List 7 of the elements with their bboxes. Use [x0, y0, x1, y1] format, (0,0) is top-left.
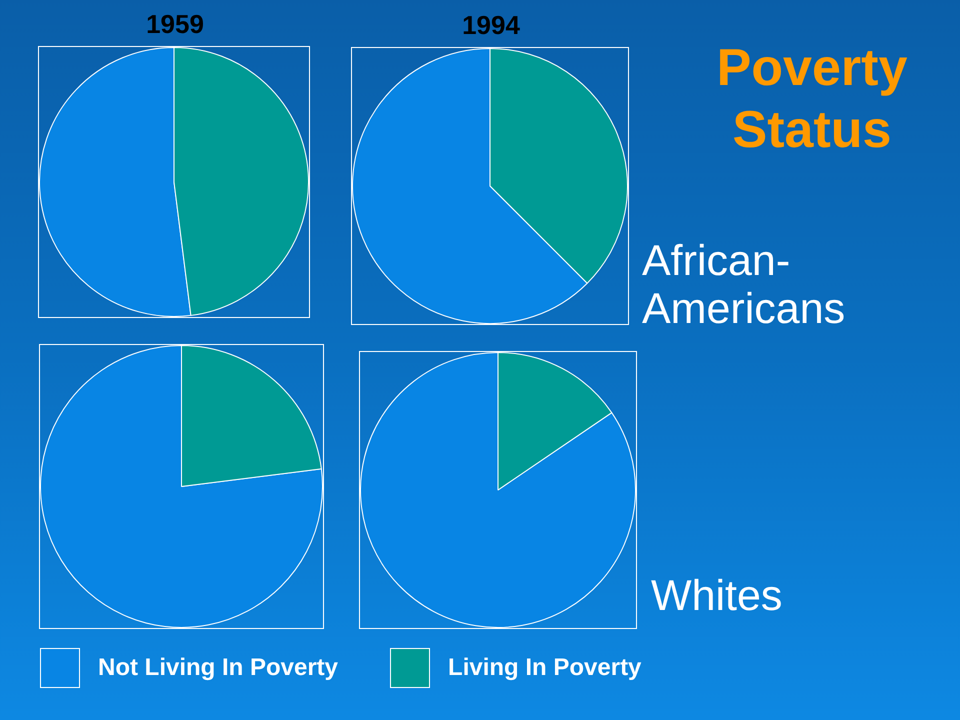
legend-label: Not Living In Poverty — [98, 654, 338, 682]
legend-label: Living In Poverty — [448, 654, 642, 682]
chart-title: 1994 — [461, 10, 521, 40]
text: African-Americans — [642, 237, 846, 333]
text: Poverty Status — [716, 38, 908, 161]
text: Whites — [651, 572, 784, 620]
chart-title: 1959 — [145, 9, 205, 39]
